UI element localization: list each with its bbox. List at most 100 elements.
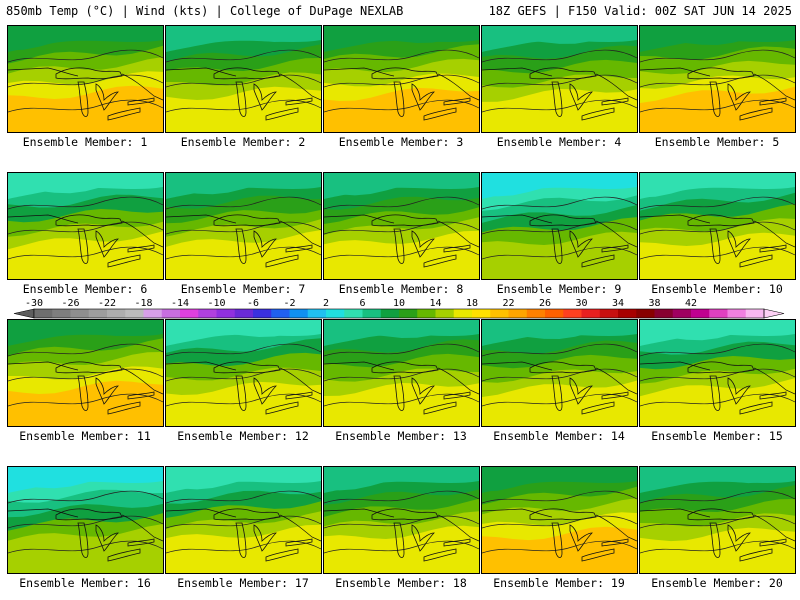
colorbar-swatch (88, 309, 108, 318)
height-contour (324, 49, 479, 63)
temperature-map (640, 320, 795, 426)
ensemble-member-label: Ensemble Member: 10 (651, 282, 783, 296)
colorbar-tick-label: -10 (207, 298, 225, 309)
colorbar-swatch (508, 309, 528, 318)
height-contour (482, 515, 637, 529)
cool-air-region (166, 467, 321, 493)
height-contour (324, 515, 479, 529)
ensemble-member-label: Ensemble Member: 5 (654, 135, 780, 149)
great-lakes-outline (529, 508, 629, 562)
state-border (324, 508, 479, 542)
great-lakes-outline (213, 508, 313, 562)
great-lakes-outline (213, 361, 313, 415)
map-title: 850mb Temp (°C) | Wind (kts) | College o… (6, 4, 404, 18)
ensemble-member-label: Ensemble Member: 2 (180, 135, 306, 149)
great-lakes-outline (687, 214, 787, 268)
ensemble-member-label: Ensemble Member: 14 (493, 429, 625, 443)
temperature-band (482, 89, 637, 132)
colorbar-tick-label: 10 (393, 298, 405, 309)
colorbar-swatch (307, 309, 327, 318)
height-contour (8, 49, 163, 63)
ensemble-map-panel (165, 466, 322, 574)
temperature-band (482, 231, 637, 279)
ensemble-member-label: Ensemble Member: 13 (335, 429, 467, 443)
ensemble-map-panel (481, 172, 638, 280)
temperature-band (324, 230, 479, 279)
cool-air-region (8, 320, 163, 346)
state-border (640, 214, 795, 248)
ensemble-member-label: Ensemble Member: 3 (338, 135, 464, 149)
height-contour (166, 343, 321, 357)
colorbar-tick-label: -18 (134, 298, 152, 309)
height-contour (166, 490, 321, 504)
great-lakes-outline (55, 67, 155, 121)
height-contour (166, 74, 321, 88)
colorbar-swatch (581, 309, 601, 318)
cool-air-region (8, 467, 163, 493)
cool-air-region (166, 26, 321, 52)
height-contour (166, 368, 321, 382)
colorbar-swatch (271, 309, 290, 318)
ensemble-map-panel (323, 25, 480, 133)
great-lakes-outline (529, 361, 629, 415)
temperature-map (482, 26, 637, 132)
height-contour (482, 490, 637, 504)
colorbar-swatch (198, 309, 217, 318)
height-contour (640, 196, 795, 210)
colorbar-swatch (709, 309, 728, 318)
temperature-map (166, 467, 321, 573)
ensemble-map-panel (639, 466, 796, 574)
temperature-band (8, 524, 163, 573)
state-border (482, 214, 637, 248)
cool-air-region (640, 320, 795, 346)
height-contour (8, 515, 163, 529)
ensemble-member-label: Ensemble Member: 1 (22, 135, 148, 149)
great-lakes-outline (213, 67, 313, 121)
colorbar-tick-label: 6 (359, 298, 365, 309)
height-contour (324, 343, 479, 357)
temperature-band (8, 231, 163, 279)
temperature-band (166, 524, 321, 573)
temperature-band (324, 87, 479, 132)
colorbar-tick-label: 30 (575, 298, 587, 309)
temperature-map (482, 320, 637, 426)
temperature-map (166, 320, 321, 426)
colorbar-swatch (636, 309, 655, 318)
model-valid-time: 18Z GEFS | F150 Valid: 00Z SAT JUN 14 20… (488, 4, 792, 18)
colorbar-swatch (745, 309, 765, 318)
ensemble-map-panel (7, 172, 164, 280)
height-contour (482, 74, 637, 88)
temperature-map (8, 320, 163, 426)
temperature-map (8, 467, 163, 573)
ensemble-member-label: Ensemble Member: 9 (496, 282, 622, 296)
cool-air-region (482, 320, 637, 346)
colorbar-swatch (362, 309, 382, 318)
great-lakes-outline (55, 214, 155, 268)
ensemble-member-label: Ensemble Member: 20 (651, 576, 783, 590)
great-lakes-outline (55, 361, 155, 415)
ensemble-member-label: Ensemble Member: 8 (338, 282, 464, 296)
ensemble-member-label: Ensemble Member: 17 (177, 576, 309, 590)
ensemble-member-label: Ensemble Member: 4 (496, 135, 622, 149)
height-contour (324, 74, 479, 88)
state-border (324, 361, 479, 395)
temperature-colorbar: -30 -26 -22 -18 -14 -10 -6 -2 2 6 10 14 18 22 26 30 34 38… (13, 298, 785, 319)
temperature-map (324, 173, 479, 279)
colorbar-swatch (234, 309, 254, 318)
height-contour (640, 515, 795, 529)
ensemble-map-panel (323, 172, 480, 280)
state-border (640, 67, 795, 101)
ensemble-member-label: Ensemble Member: 7 (180, 282, 306, 296)
cool-air-region (640, 467, 795, 493)
temperature-map (324, 320, 479, 426)
colorbar-swatch (453, 309, 473, 318)
temperature-map (640, 173, 795, 279)
cool-air-region (324, 26, 479, 52)
ensemble-member-label: Ensemble Member: 11 (19, 429, 151, 443)
colorbar-tick-label: -22 (98, 298, 116, 309)
temperature-band (166, 381, 321, 426)
colorbar-swatch (618, 309, 637, 318)
colorbar-swatch (107, 309, 126, 318)
colorbar-swatch (180, 309, 199, 318)
temperature-band (640, 86, 795, 132)
